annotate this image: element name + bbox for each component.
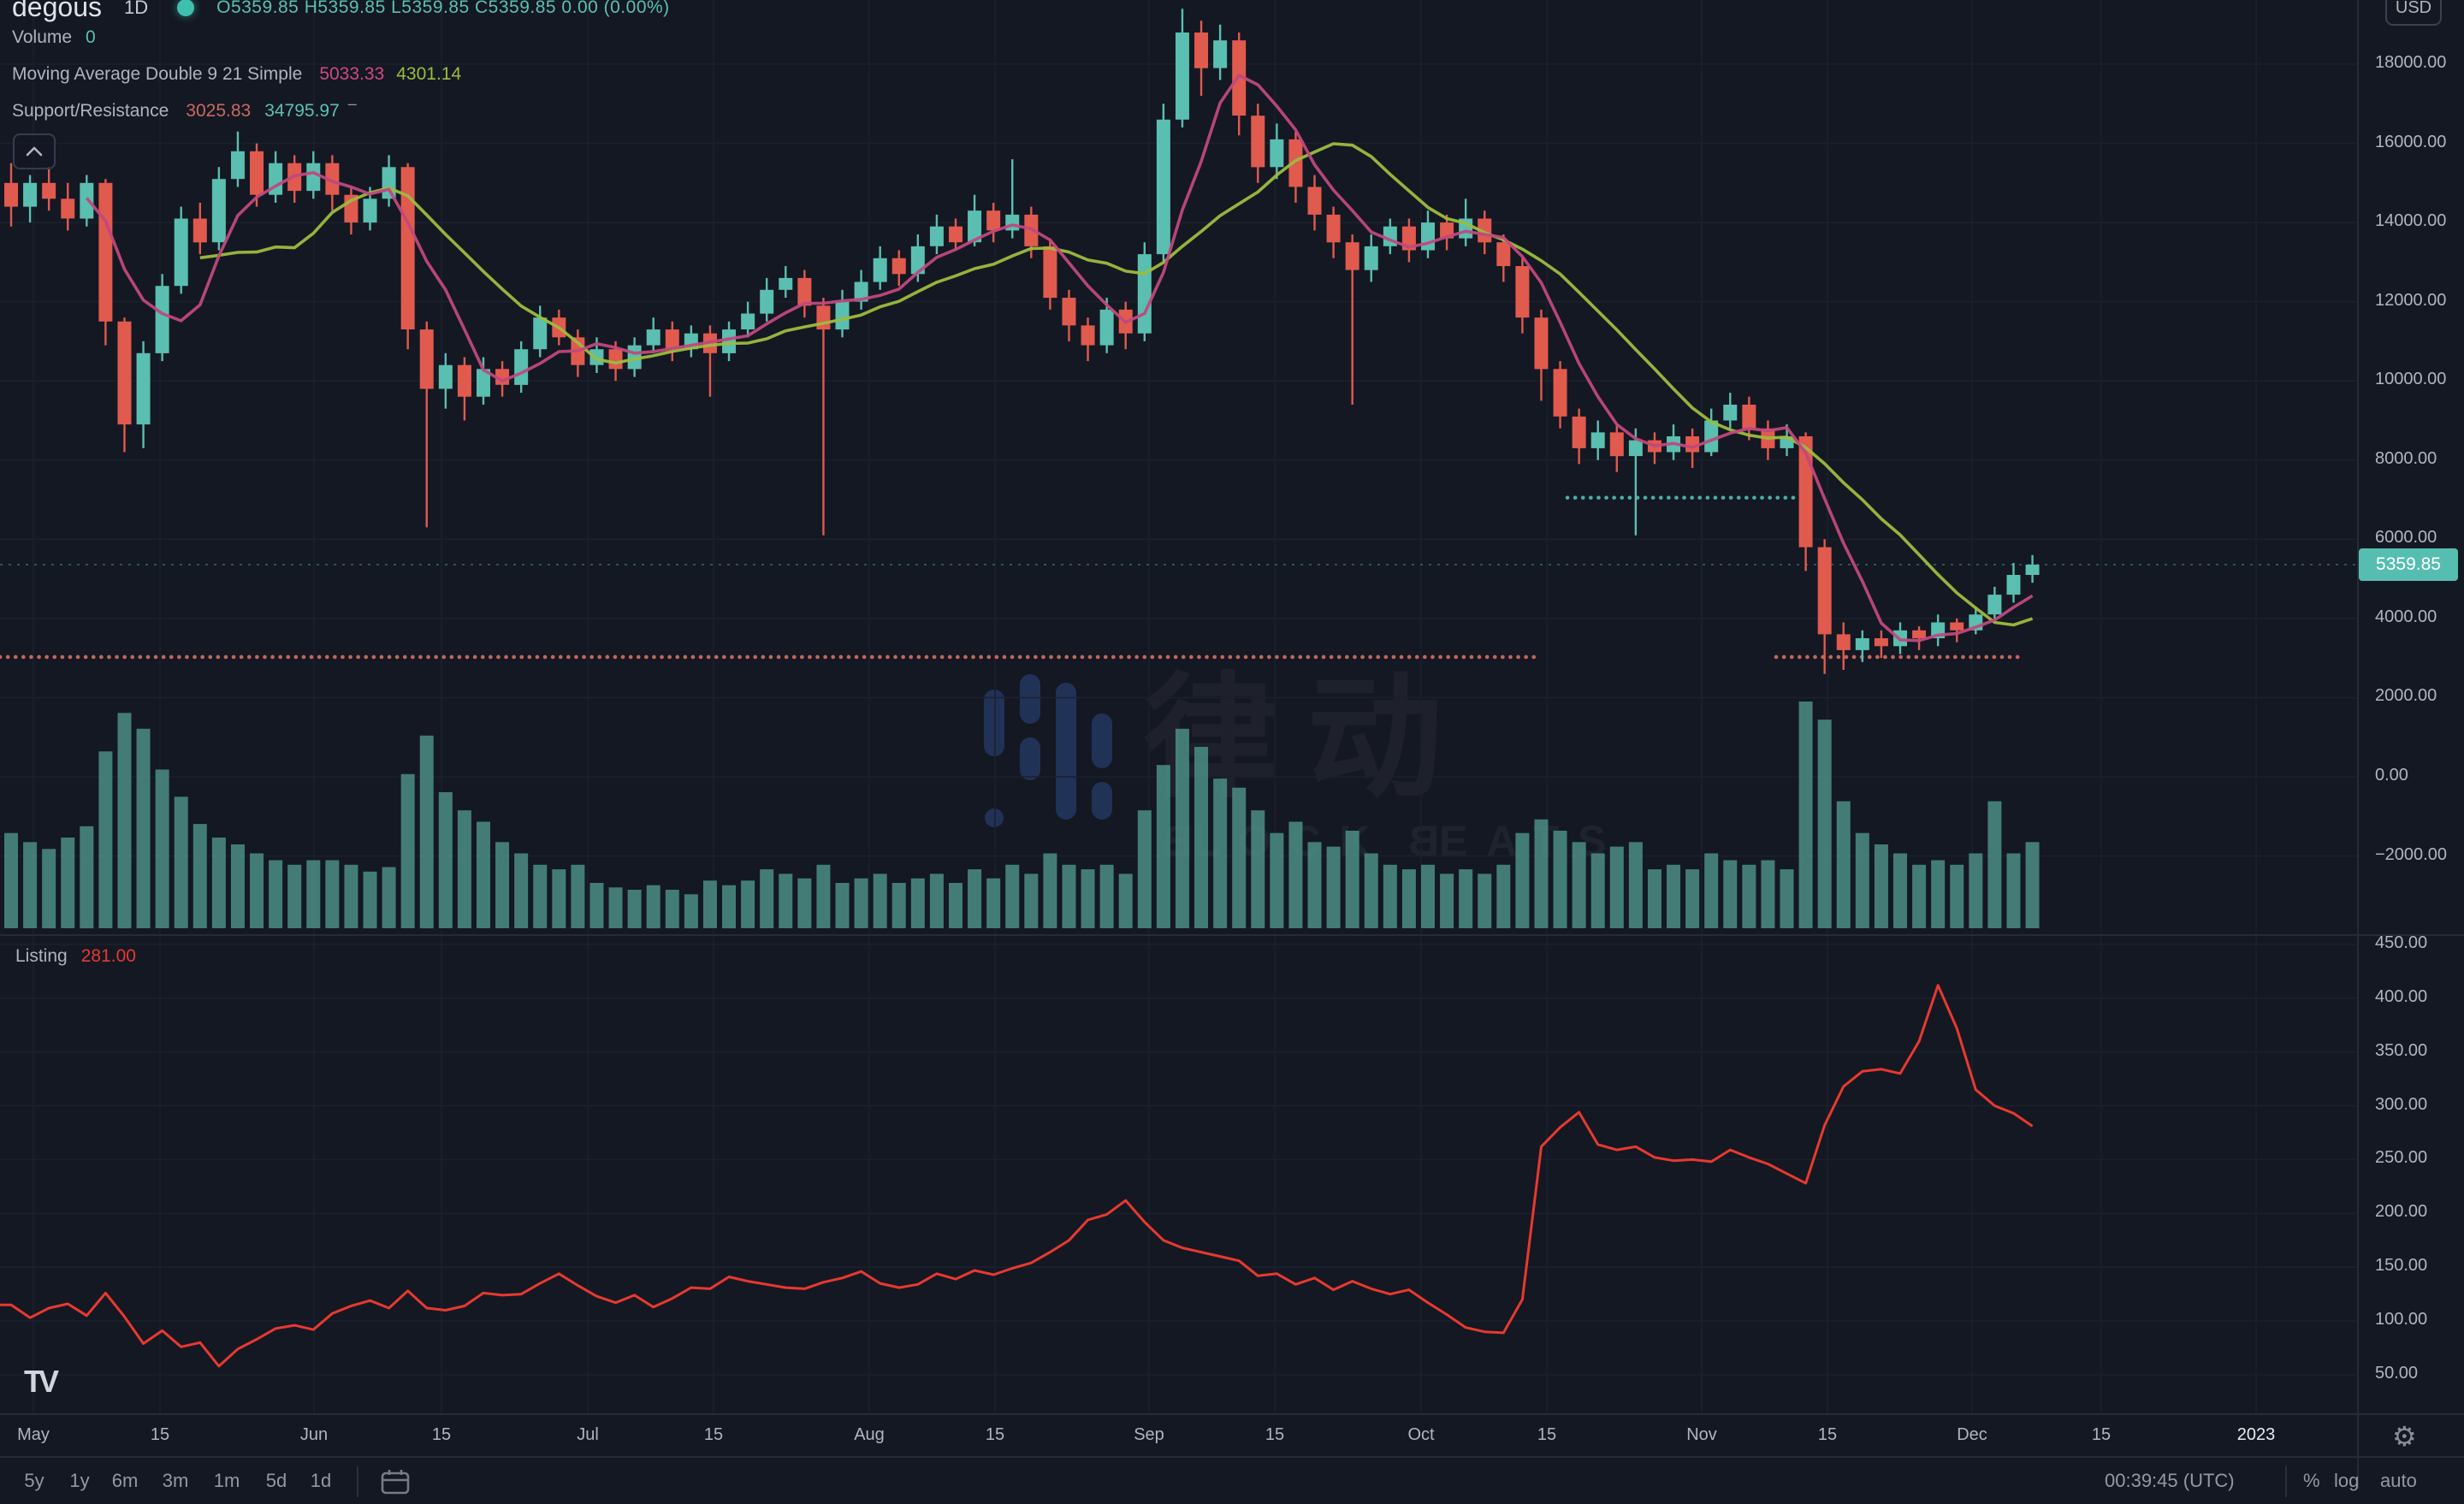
time-axis-label: 15 [1265,1425,1285,1444]
clock-utc[interactable]: 00:39:45 (UTC) [2105,1470,2235,1491]
time-axis-label: 15 [431,1425,452,1444]
toolbar-separator [2285,1466,2287,1497]
price-axis[interactable]: USD 18000.00 16000.00 14000.00 12000.00 1000… [2358,0,2464,1489]
scale-button-log[interactable]: log [2334,1470,2360,1491]
price-axis-label: 10000.00 [2375,370,2447,389]
support-resistance-label[interactable]: Support/Resistance [12,101,169,121]
time-axis-label: Nov [1686,1425,1717,1444]
symbol-title[interactable]: degous [12,0,102,22]
price-axis-label: 6000.00 [2375,528,2437,548]
price-axis-label: 14000.00 [2375,211,2447,231]
chevron-up-icon [26,146,43,157]
listing-axis-label: 100.00 [2375,1310,2428,1329]
price-axis-label: 8000.00 [2375,448,2437,468]
ma-slow-line[interactable] [199,142,2034,627]
listing-axis-label: 150.00 [2375,1256,2428,1276]
price-axis-label: 16000.00 [2375,132,2447,151]
scale-button-auto[interactable]: auto [2380,1470,2417,1491]
listing-axis-label: 200.00 [2375,1202,2428,1222]
price-axis-label: 2000.00 [2375,686,2437,706]
volume-indicator-label[interactable]: Volume [12,27,73,47]
volume-value: 0 [86,27,96,47]
listing-axis-label: 250.00 [2375,1148,2428,1168]
resistance-value: 34795.97 [264,101,340,121]
time-axis-label: 2023 [2236,1425,2276,1444]
candles-layer [4,9,2040,674]
range-button-1d[interactable]: 1d [310,1470,332,1491]
watermark-chinese: 律动 [1143,671,1626,806]
range-button-5d[interactable]: 5d [265,1470,287,1491]
collapse-legend-button[interactable] [13,133,56,169]
ma-indicator-label[interactable]: Moving Average Double 9 21 Simple [12,64,303,84]
last-price-badge: 5359.85 [2359,548,2458,581]
time-axis-label: 15 [703,1425,724,1444]
timeframe-label[interactable]: 1D [123,0,149,18]
listing-value: 281.00 [80,946,136,966]
listing-axis-label: 300.00 [2375,1094,2428,1114]
currency-button[interactable]: USD [2385,0,2442,26]
calendar-icon[interactable] [380,1468,411,1500]
time-axis-label: 15 [2091,1425,2112,1444]
volume-bars [4,702,2040,929]
time-axis[interactable]: May 15 Jun 15 Jul 15 Aug 15 Sep 15 Oct 15 Nov 15 Dec 15… [0,1413,2464,1456]
listing-indicator-label[interactable]: Listing [15,946,68,966]
grid-layer [0,0,2358,1413]
ohlc-values: O5359.85 H5359.85 L5359.85 C5359.85 0.00… [216,0,670,17]
blockbeats-watermark: 律动 BLOCKBEATS [984,671,1626,866]
listing-axis-label: 50.00 [2375,1364,2419,1383]
listing-line[interactable] [0,984,2034,1368]
time-axis-label: 15 [150,1425,170,1444]
price-axis-label: 4000.00 [2375,607,2437,626]
range-button-3m[interactable]: 3m [162,1470,189,1491]
support-value: 3025.83 [186,101,252,121]
range-button-1m[interactable]: 1m [213,1470,240,1491]
bottom-toolbar: 5y 1y 6m 3m 1m 5d 1d 00:39:45 (UTC) % log auto [0,1456,2464,1504]
blockbeats-logo-icon [984,674,1112,827]
price-axis-label: −2000.00 [2375,844,2447,864]
price-axis-label: 12000.00 [2375,290,2447,310]
time-axis-label: Jul [577,1425,599,1444]
time-axis-label: Oct [1407,1425,1435,1444]
tradingview-logo[interactable]: TV [24,1364,59,1399]
time-axis-label: 15 [985,1425,1005,1444]
range-button-1y[interactable]: 1y [69,1470,90,1491]
market-status-dot-icon [177,0,195,16]
scale-button-percent[interactable]: % [2303,1470,2320,1491]
support-resistance-lines[interactable] [0,495,2027,660]
time-axis-label: Sep [1134,1425,1164,1444]
time-axis-label: 15 [1537,1425,1557,1444]
ma-fast-value: 5033.33 [319,64,385,84]
ma-slow-value: 4301.14 [396,64,462,84]
range-button-5y[interactable]: 5y [24,1470,44,1491]
listing-legend: Listing 281.00 [15,946,136,967]
price-axis-label: 0.00 [2375,766,2408,785]
price-axis-label: 18000.00 [2375,52,2447,72]
listing-axis-label: 450.00 [2375,933,2428,952]
listing-axis-label: 350.00 [2375,1040,2428,1060]
listing-axis-label: 400.00 [2375,986,2428,1006]
time-axis-label: Aug [854,1425,885,1444]
time-axis-label: Dec [1957,1425,1987,1444]
range-button-6m[interactable]: 6m [111,1470,139,1491]
time-axis-label: Jun [299,1425,329,1444]
time-axis-label: 15 [1817,1425,1838,1444]
sr-suffix: – [347,94,357,112]
gear-icon[interactable]: ⚙ [2392,1421,2417,1452]
ma-fast-line[interactable] [85,74,2034,642]
time-axis-label: May [17,1425,50,1444]
toolbar-separator [357,1466,358,1497]
